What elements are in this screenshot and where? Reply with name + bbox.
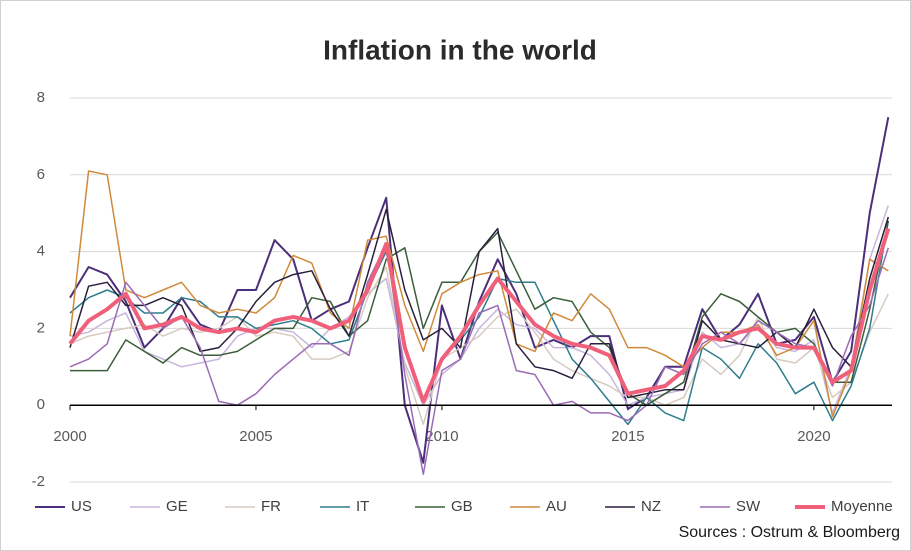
y-tick-label: 4 [37,243,45,260]
series-line [69,208,890,399]
x-tick-label: 2005 [239,428,272,445]
y-tick-label: 0 [37,396,45,413]
source-note: Sources : Ostrum & Bloomberg [679,524,900,541]
legend-label: AU [546,498,567,515]
y-tick-label: 6 [37,166,45,183]
legend-label: GB [451,498,473,515]
legend: US GE FR IT GB AU NZ SW Moyenne [35,498,893,515]
series-line [69,170,889,418]
x-tick-label: 2020 [797,428,830,445]
y-tick-label: -2 [32,473,45,490]
legend-label: IT [356,498,369,515]
x-tick-label: 2000 [53,428,86,445]
x-tick-label: 2015 [611,428,644,445]
legend-label: US [71,498,92,515]
y-tick-label: 2 [37,319,45,336]
y-tick-label: 8 [37,89,45,106]
legend-label: FR [261,498,281,515]
series-line [69,220,890,426]
series-line [68,228,891,404]
legend-label: Moyenne [831,498,893,515]
legend-label: GE [166,498,188,515]
legend-label: NZ [641,498,661,515]
chart-title: Inflation in the world [323,34,597,65]
legend-label: SW [736,498,761,515]
x-tick-label: 2010 [425,428,458,445]
series-line [69,117,890,464]
